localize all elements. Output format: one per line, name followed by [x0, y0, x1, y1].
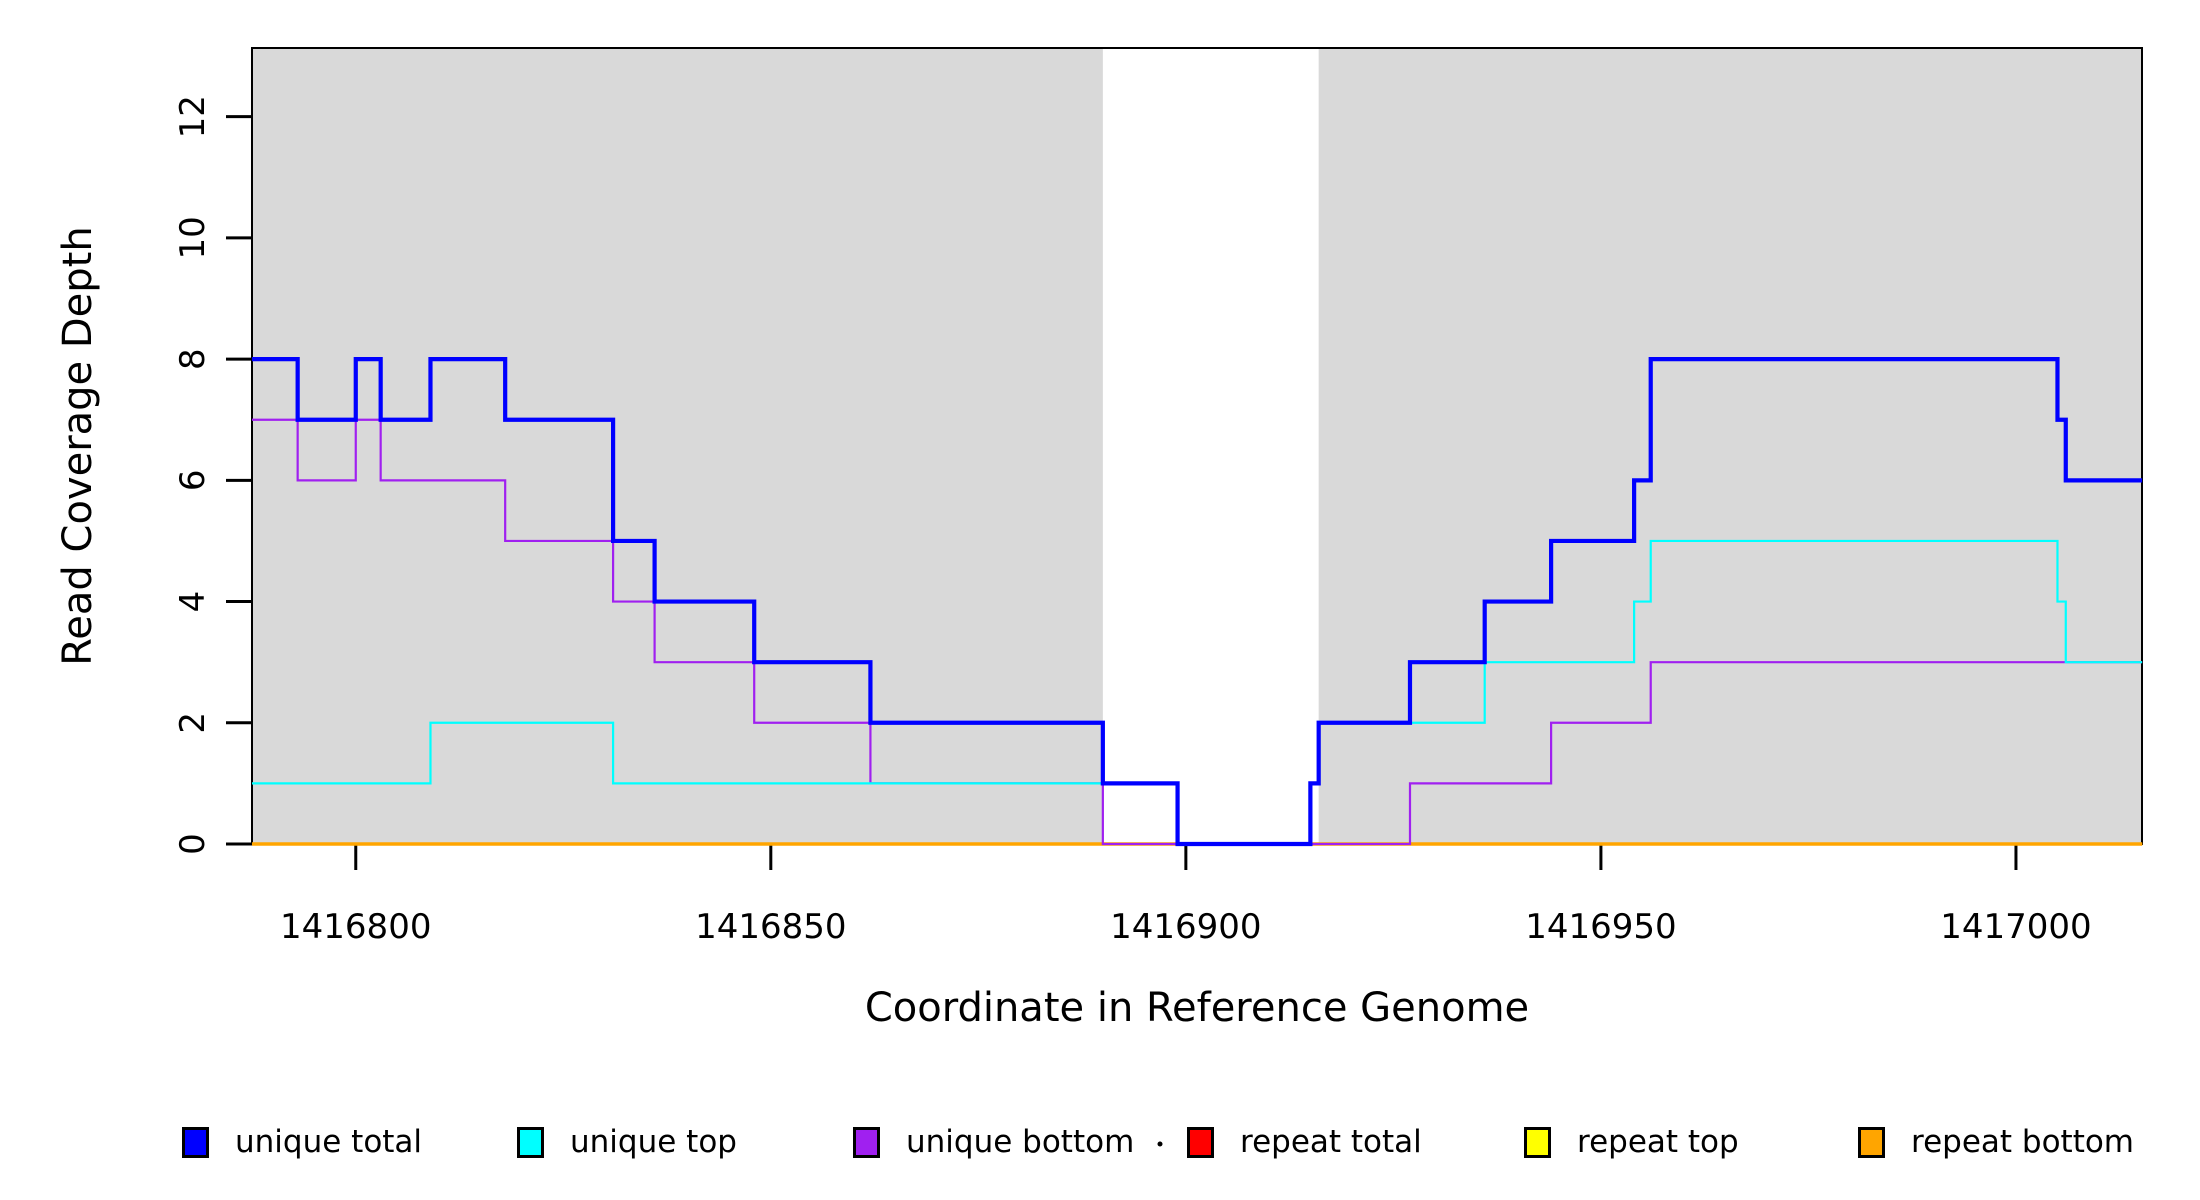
y-tick-label: 4 — [173, 591, 213, 613]
x-tick-label: 1416800 — [280, 907, 431, 947]
x-tick-label: 1416900 — [1110, 907, 1261, 947]
y-tick-label: 6 — [173, 470, 213, 492]
x-tick-label: 1417000 — [1940, 907, 2091, 947]
y-tick-label: 2 — [173, 712, 213, 734]
y-tick-label: 10 — [173, 216, 213, 259]
x-tick-label: 1416950 — [1525, 907, 1676, 947]
unique-region-left — [252, 48, 1103, 844]
series-unique-bottom — [252, 418, 2143, 846]
x-tick-label: 1416850 — [695, 907, 846, 947]
stray-dot — [1157, 1141, 1163, 1147]
y-tick-label: 0 — [173, 833, 213, 855]
series-unique-total — [252, 357, 2143, 847]
y-axis-title: Read Coverage Depth — [55, 226, 101, 666]
y-tick-label: 8 — [173, 348, 213, 370]
unique-region-right — [1318, 48, 2143, 844]
x-axis-title: Coordinate in Reference Genome — [864, 985, 1530, 1031]
y-tick-label: 12 — [173, 95, 213, 138]
